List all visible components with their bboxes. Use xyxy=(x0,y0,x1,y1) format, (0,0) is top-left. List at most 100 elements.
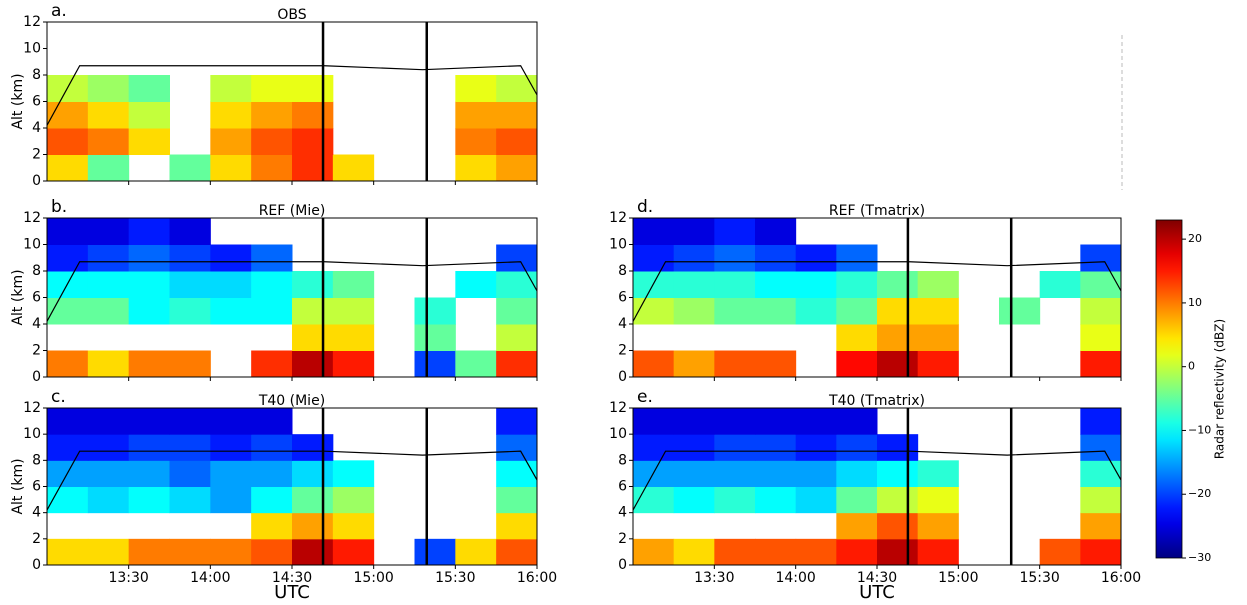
heat-cell xyxy=(292,128,334,155)
panel-letter: d. xyxy=(637,197,653,217)
heat-cell xyxy=(795,297,837,325)
y-tick-label: 10 xyxy=(609,426,627,442)
heat-cell xyxy=(332,350,375,378)
heat-cell xyxy=(714,218,756,245)
heat-cell xyxy=(1080,350,1122,378)
y-tick-label: 6 xyxy=(32,94,41,110)
heat-cell xyxy=(836,408,878,435)
x-tick-label: 15:00 xyxy=(353,570,393,586)
heat-cell xyxy=(877,434,919,461)
colorbar-tick-label: −20 xyxy=(1188,487,1211,500)
heat-cell xyxy=(714,460,756,487)
heat-cell xyxy=(292,297,334,325)
heat-cell xyxy=(496,154,538,182)
heat-cell xyxy=(251,128,293,155)
panel-letter: c. xyxy=(51,387,66,407)
heat-cell xyxy=(414,324,456,351)
heat-cell xyxy=(1080,538,1122,566)
heat-cell xyxy=(1039,538,1081,566)
heat-cell xyxy=(210,486,252,514)
heat-cell xyxy=(455,350,497,378)
x-tick-label: 15:30 xyxy=(1019,570,1059,586)
heat-cell xyxy=(87,538,130,566)
y-tick-label: 10 xyxy=(23,426,41,442)
heat-cell xyxy=(251,350,293,378)
heat-cell xyxy=(755,460,797,487)
heat-cell xyxy=(332,271,375,298)
heat-cell xyxy=(47,218,89,245)
panel-title: T40 (Mie) xyxy=(258,393,325,409)
heat-cell xyxy=(917,297,959,325)
heat-cell xyxy=(877,538,919,566)
heat-cell xyxy=(795,486,837,514)
heat-cell xyxy=(210,128,252,155)
colorbar-label: Radar reflectivity (dBZ) xyxy=(1213,319,1227,459)
heat-cell xyxy=(332,460,375,487)
heat-cell xyxy=(87,297,130,325)
heat-cell xyxy=(714,408,756,435)
heat-cell xyxy=(87,154,130,182)
heat-cell xyxy=(87,244,130,272)
x-tick-label: 16:00 xyxy=(517,570,557,586)
heat-cell xyxy=(1080,486,1122,514)
heat-cell xyxy=(633,297,675,325)
heat-cell xyxy=(755,408,797,435)
panel: 0 2 4 6 8 10 12 13:30 14:00 14:30 15:00 15:30 16:00 T… xyxy=(609,387,1141,603)
heat-cell xyxy=(836,297,878,325)
heat-cell xyxy=(673,538,715,566)
panel-letter: e. xyxy=(637,387,653,407)
heat-cell xyxy=(1080,271,1122,298)
heat-cell xyxy=(251,101,293,129)
y-axis-label: Alt (km) xyxy=(10,73,26,129)
colorbar xyxy=(1155,219,1183,559)
heat-cell xyxy=(836,538,878,566)
panel: 0 2 4 6 8 10 12 REF (Mie) b. Alt (km) xyxy=(10,197,538,385)
x-axis-label: UTC xyxy=(274,582,310,603)
heat-cell xyxy=(633,350,675,378)
heat-cell xyxy=(87,218,130,245)
heat-cell xyxy=(877,350,919,378)
colorbar-tick-label: 10 xyxy=(1188,296,1202,309)
heat-cell xyxy=(1080,512,1122,540)
flight-track xyxy=(46,261,538,322)
x-tick-label: 13:30 xyxy=(694,570,734,586)
heat-cell xyxy=(292,538,334,566)
heat-cell xyxy=(999,297,1041,325)
x-tick-label: 15:00 xyxy=(938,570,978,586)
heat-cell xyxy=(210,297,252,325)
heat-cell xyxy=(332,486,375,514)
heat-cell xyxy=(169,154,211,182)
heat-cell xyxy=(47,538,89,566)
y-tick-label: 12 xyxy=(23,210,41,226)
colorbar-tick-label: 0 xyxy=(1188,360,1195,373)
y-tick-label: 10 xyxy=(23,41,41,57)
x-tick-label: 14:00 xyxy=(190,570,230,586)
panel-title: REF (Tmatrix) xyxy=(829,203,925,219)
heat-cell xyxy=(496,271,538,298)
heat-cell xyxy=(455,101,497,129)
heat-cell xyxy=(169,460,211,487)
heat-cell xyxy=(128,297,170,325)
y-tick-label: 2 xyxy=(32,343,41,359)
heat-cell xyxy=(210,460,252,487)
heat-cell xyxy=(292,324,334,351)
heat-cell xyxy=(47,244,89,272)
heat-cell xyxy=(87,101,130,129)
heat-cell xyxy=(877,486,919,514)
y-tick-label: 10 xyxy=(609,237,627,253)
y-tick-label: 0 xyxy=(32,173,41,189)
y-tick-label: 12 xyxy=(609,400,627,416)
heat-cell xyxy=(714,244,756,272)
heat-cell xyxy=(169,486,211,514)
y-tick-label: 0 xyxy=(618,369,627,385)
heat-cell xyxy=(496,324,538,351)
heat-cell xyxy=(128,538,170,566)
x-axis-label: UTC xyxy=(859,582,895,603)
x-tick-label: 16:00 xyxy=(1101,570,1141,586)
panel-letter: a. xyxy=(51,1,67,21)
heat-cell xyxy=(496,538,538,566)
heat-cell xyxy=(292,460,334,487)
heat-cell xyxy=(47,101,89,129)
heat-cell xyxy=(496,75,538,102)
heat-cell xyxy=(877,512,919,540)
